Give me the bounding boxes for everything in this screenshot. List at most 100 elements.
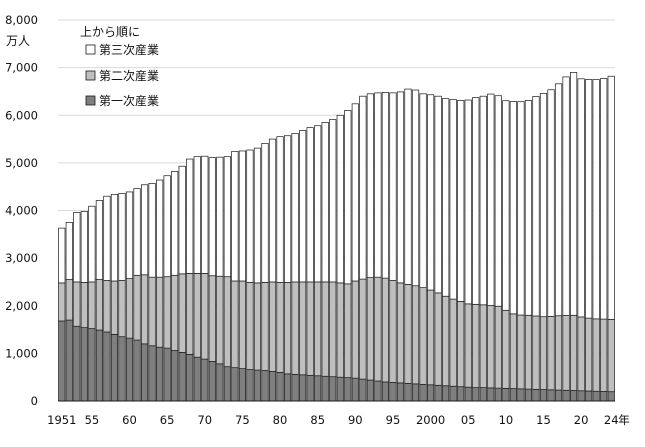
bar-segment-secondary bbox=[140, 274, 149, 345]
bar-segment-primary bbox=[321, 375, 329, 402]
legend-swatch-secondary bbox=[85, 70, 96, 81]
bar-segment-tertiary bbox=[238, 150, 246, 282]
bar-segment-secondary bbox=[532, 315, 540, 390]
bar-segment-secondary bbox=[472, 303, 480, 389]
bar-segment-secondary bbox=[283, 282, 292, 375]
bar-segment-tertiary bbox=[178, 165, 186, 275]
bar-segment-primary bbox=[65, 319, 73, 402]
y-tick-label: 4,000 bbox=[5, 204, 38, 218]
bar-segment-secondary bbox=[381, 277, 390, 383]
bar-segment-secondary bbox=[238, 280, 246, 369]
bar-segment-secondary bbox=[261, 282, 269, 371]
bar-segment-secondary bbox=[178, 273, 186, 353]
x-tick-label: 20 bbox=[574, 413, 589, 427]
bar-segment-primary bbox=[570, 390, 578, 402]
legend-label-tertiary: 第三次産業 bbox=[99, 42, 159, 57]
x-tick-label: 55 bbox=[85, 413, 100, 427]
bar-segment-tertiary bbox=[216, 156, 224, 277]
bar-segment-primary bbox=[261, 370, 269, 402]
y-tick-label: 8,000 bbox=[5, 13, 38, 27]
bar-segment-secondary bbox=[389, 280, 397, 383]
bar-segment-primary bbox=[314, 375, 322, 402]
bar-segment-secondary bbox=[494, 305, 502, 389]
legend-label-primary: 第一次産業 bbox=[99, 93, 159, 108]
bar-segment-tertiary bbox=[156, 179, 164, 278]
bar-segment-secondary bbox=[95, 279, 103, 331]
bar-segment-primary bbox=[193, 356, 201, 402]
bar-segment-primary bbox=[502, 388, 510, 402]
bar-segment-primary bbox=[539, 389, 548, 402]
bar-segment-primary bbox=[238, 368, 246, 402]
bar-segment-tertiary bbox=[585, 79, 593, 319]
bar-segment-tertiary bbox=[148, 183, 156, 278]
bar-segment-secondary bbox=[600, 318, 608, 392]
bar-segment-tertiary bbox=[110, 193, 119, 282]
y-tick-label: 1,000 bbox=[5, 346, 38, 360]
x-tick-label: 1951 bbox=[47, 413, 76, 427]
bar-segment-primary bbox=[88, 328, 96, 402]
bar-segment-tertiary bbox=[314, 125, 322, 283]
bar-segment-secondary bbox=[306, 281, 314, 376]
bar-segment-tertiary bbox=[449, 99, 457, 300]
bar-segment-primary bbox=[457, 386, 465, 402]
bar-segment-primary bbox=[442, 385, 450, 402]
bar-segment-tertiary bbox=[58, 227, 66, 284]
bar-segment-tertiary bbox=[299, 130, 307, 283]
bar-segment-primary bbox=[246, 369, 254, 402]
y-tick-label: 7,000 bbox=[5, 61, 38, 75]
bar-segment-secondary bbox=[58, 282, 66, 322]
bar-segment-secondary bbox=[299, 281, 307, 376]
bar-segment-tertiary bbox=[231, 151, 239, 282]
bar-segment-primary bbox=[231, 367, 239, 402]
y-tick-label: 6,000 bbox=[5, 108, 38, 122]
bar-segment-primary bbox=[148, 345, 156, 402]
bar-segment-tertiary bbox=[442, 98, 450, 297]
bar-segment-secondary bbox=[524, 314, 533, 390]
bar-segment-secondary bbox=[329, 281, 337, 378]
bar-segment-secondary bbox=[509, 313, 517, 389]
bar-segment-tertiary bbox=[524, 100, 533, 316]
bar-segment-secondary bbox=[314, 281, 322, 377]
bar-segment-tertiary bbox=[464, 99, 472, 305]
bar-segment-secondary bbox=[163, 276, 171, 349]
y-tick-label: 3,000 bbox=[5, 251, 38, 265]
bar-segment-primary bbox=[201, 358, 209, 402]
bar-segment-primary bbox=[396, 382, 405, 402]
bar-segment-secondary bbox=[133, 274, 141, 341]
bar-segment-secondary bbox=[411, 285, 420, 385]
bar-segment-tertiary bbox=[411, 89, 420, 287]
bar-segment-tertiary bbox=[600, 78, 608, 320]
bar-segment-secondary bbox=[110, 280, 119, 335]
bar-segment-tertiary bbox=[133, 188, 141, 276]
bar-segment-primary bbox=[554, 389, 563, 402]
bar-segment-primary bbox=[110, 333, 119, 402]
bar-segment-tertiary bbox=[554, 83, 563, 317]
bar-segment-secondary bbox=[344, 283, 352, 379]
bar-segment-secondary bbox=[404, 283, 412, 384]
bar-segment-primary bbox=[532, 388, 540, 402]
bar-segment-primary bbox=[374, 380, 382, 402]
bar-segment-secondary bbox=[336, 282, 344, 378]
bar-segment-secondary bbox=[186, 273, 194, 355]
bar-segment-secondary bbox=[276, 282, 284, 373]
bar-segment-secondary bbox=[487, 305, 495, 389]
legend-swatch-primary bbox=[85, 95, 96, 106]
bar-segment-tertiary bbox=[607, 75, 615, 320]
bar-segment-tertiary bbox=[201, 155, 209, 274]
bar-segment-secondary bbox=[351, 280, 359, 379]
bar-segment-tertiary bbox=[95, 200, 103, 280]
bar-segment-primary bbox=[419, 383, 427, 402]
bar-segment-secondary bbox=[396, 282, 405, 384]
bar-segment-tertiary bbox=[306, 127, 314, 283]
bar-segment-primary bbox=[607, 391, 615, 402]
bar-segment-secondary bbox=[148, 276, 156, 347]
bar-segment-tertiary bbox=[291, 133, 299, 283]
bar-segment-secondary bbox=[118, 280, 126, 338]
bar-segment-secondary bbox=[208, 275, 216, 362]
bar-segment-tertiary bbox=[276, 136, 284, 283]
bar-segment-secondary bbox=[156, 276, 164, 348]
bar-segment-secondary bbox=[366, 277, 374, 381]
bar-segment-secondary bbox=[577, 316, 585, 392]
bar-segment-primary bbox=[178, 352, 186, 402]
